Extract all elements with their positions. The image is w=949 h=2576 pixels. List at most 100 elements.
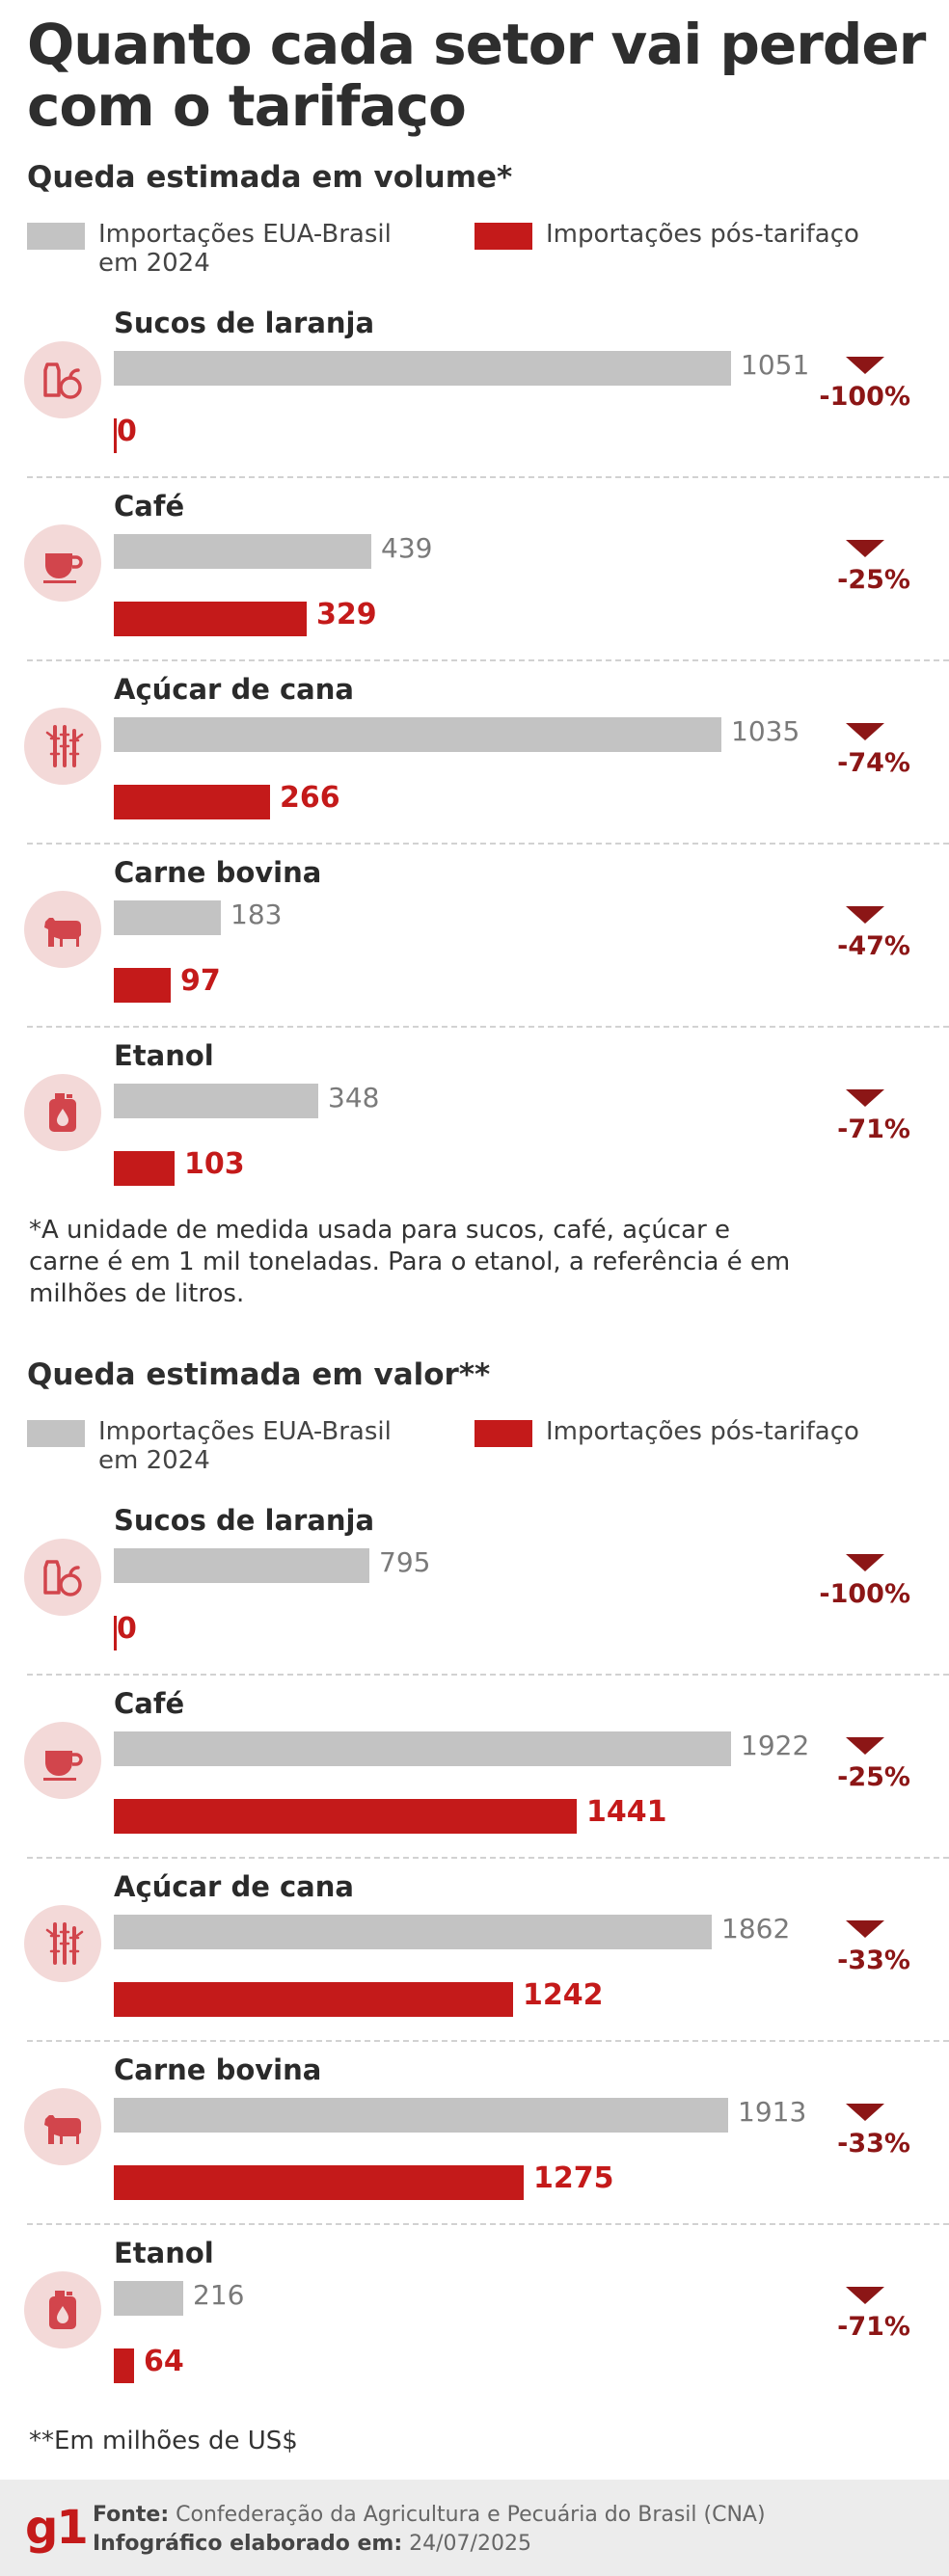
legend-swatch-before (27, 223, 85, 250)
drop-arrow-icon (846, 1554, 884, 1571)
legend-label-before: Importações EUA-Brasil em 2024 (98, 1417, 392, 1475)
bar-post-tariff (114, 1616, 117, 1650)
drop-percent: -74% (837, 748, 910, 778)
bar-post-tariff (114, 602, 307, 636)
value-2024: 348 (328, 1082, 380, 1114)
legend-label-after: Importações pós-tarifaço (546, 220, 859, 249)
drop-arrow-icon (846, 357, 884, 374)
bar-2024 (114, 2281, 183, 2316)
value-2024: 1035 (731, 715, 800, 747)
row-divider (27, 659, 949, 661)
date-label: Infográfico elaborado em: (93, 2532, 403, 2556)
value-2024: 1913 (738, 2096, 807, 2128)
drop-arrow-icon (846, 1920, 884, 1938)
drop-arrow-icon (846, 540, 884, 557)
value-post-tariff: 97 (180, 964, 221, 998)
bar-2024 (114, 2098, 728, 2133)
category-row: Açúcar de cana 1862 1242 -33% (0, 1859, 949, 2042)
row-divider (27, 1026, 949, 1028)
value-2024: 1051 (741, 349, 810, 381)
category-label: Sucos de laranja (114, 1504, 375, 1537)
bar-post-tariff (114, 2348, 134, 2383)
drop-percent: -100% (819, 1579, 910, 1609)
value-note: **Em milhões de US$ (29, 2427, 298, 2455)
value-2024: 439 (381, 532, 433, 564)
cow-icon (24, 2088, 101, 2165)
drop-percent: -25% (837, 565, 910, 595)
category-label: Café (114, 1687, 185, 1720)
drop-percent: -25% (837, 1762, 910, 1792)
date-line: Infográfico elaborado em: 24/07/2025 (93, 2532, 531, 2556)
row-divider (27, 476, 949, 478)
ethanol-can-icon (24, 2271, 101, 2348)
section-title: Queda estimada em volume* (27, 160, 513, 195)
bar-2024 (114, 1731, 731, 1766)
source-label: Fonte: (93, 2503, 170, 2527)
bar-2024 (114, 717, 721, 752)
drop-percent: -33% (837, 2129, 910, 2159)
bar-post-tariff (114, 2165, 524, 2200)
bar-2024 (114, 1084, 318, 1118)
category-label: Etanol (114, 2237, 214, 2269)
row-divider (27, 1857, 949, 1859)
value-2024: 183 (230, 899, 283, 930)
legend-swatch-after (474, 223, 532, 250)
sugar-cane-icon (24, 708, 101, 785)
category-row: Etanol 348 103 -71% (0, 1028, 949, 1211)
drop-arrow-icon (846, 2104, 884, 2121)
drop-percent: -33% (837, 1945, 910, 1975)
value-2024: 216 (193, 2279, 245, 2311)
drop-arrow-icon (846, 723, 884, 740)
category-row: Etanol 216 64 -71% (0, 2225, 949, 2408)
value-post-tariff: 266 (280, 781, 340, 815)
legend-before: Importações EUA-Brasil em 2024 (27, 1417, 426, 1475)
row-divider (27, 2223, 949, 2225)
value-post-tariff: 64 (144, 2345, 184, 2378)
bar-post-tariff (114, 418, 117, 453)
bar-2024 (114, 351, 731, 386)
drop-arrow-icon (846, 1089, 884, 1107)
value-2024: 1862 (721, 1913, 791, 1945)
sugar-cane-icon (24, 1905, 101, 1982)
bar-2024 (114, 534, 371, 569)
category-row: Sucos de laranja 1051 0 -100% (0, 295, 949, 478)
legend-after: Importações pós-tarifaço (474, 1417, 874, 1447)
value-post-tariff: 329 (316, 598, 377, 631)
category-row: Carne bovina 1913 1275 -33% (0, 2042, 949, 2225)
category-label: Açúcar de cana (114, 673, 354, 706)
value-post-tariff: 0 (117, 1612, 137, 1646)
category-label: Etanol (114, 1039, 214, 1072)
category-row: Açúcar de cana 1035 266 -74% (0, 661, 949, 845)
volume-note: *A unidade de medida usada para sucos, c… (29, 1216, 791, 1308)
orange-juice-icon (24, 341, 101, 418)
legend-label-after: Importações pós-tarifaço (546, 1417, 859, 1446)
category-label: Sucos de laranja (114, 307, 375, 339)
value-2024: 1922 (741, 1730, 810, 1761)
category-label: Café (114, 490, 185, 523)
bar-post-tariff (114, 785, 270, 819)
coffee-cup-icon (24, 1722, 101, 1799)
bar-post-tariff (114, 1982, 513, 2017)
drop-arrow-icon (846, 906, 884, 924)
category-row: Café 439 329 -25% (0, 478, 949, 661)
drop-percent: -71% (837, 1114, 910, 1144)
footer: g1 Fonte: Confederação da Agricultura e … (0, 2480, 949, 2576)
bar-post-tariff (114, 968, 171, 1003)
category-row: Sucos de laranja 795 0 -100% (0, 1492, 949, 1676)
bar-2024 (114, 1915, 712, 1949)
source-line: Fonte: Confederação da Agricultura e Pec… (93, 2503, 766, 2527)
category-label: Carne bovina (114, 2053, 322, 2086)
drop-percent: -100% (819, 382, 910, 412)
g1-logo: g1 (25, 2501, 89, 2555)
legend-after: Importações pós-tarifaço (474, 220, 874, 250)
source-text: Confederação da Agricultura e Pecuária d… (176, 2503, 766, 2527)
category-row: Café 1922 1441 -25% (0, 1676, 949, 1859)
value-post-tariff: 1242 (523, 1978, 604, 2012)
value-2024: 795 (379, 1546, 431, 1578)
legend-swatch-after (474, 1420, 532, 1447)
section-title: Queda estimada em valor** (27, 1357, 491, 1392)
drop-arrow-icon (846, 1737, 884, 1755)
drop-percent: -47% (837, 931, 910, 961)
value-post-tariff: 1441 (586, 1795, 667, 1829)
value-post-tariff: 1275 (533, 2161, 614, 2195)
